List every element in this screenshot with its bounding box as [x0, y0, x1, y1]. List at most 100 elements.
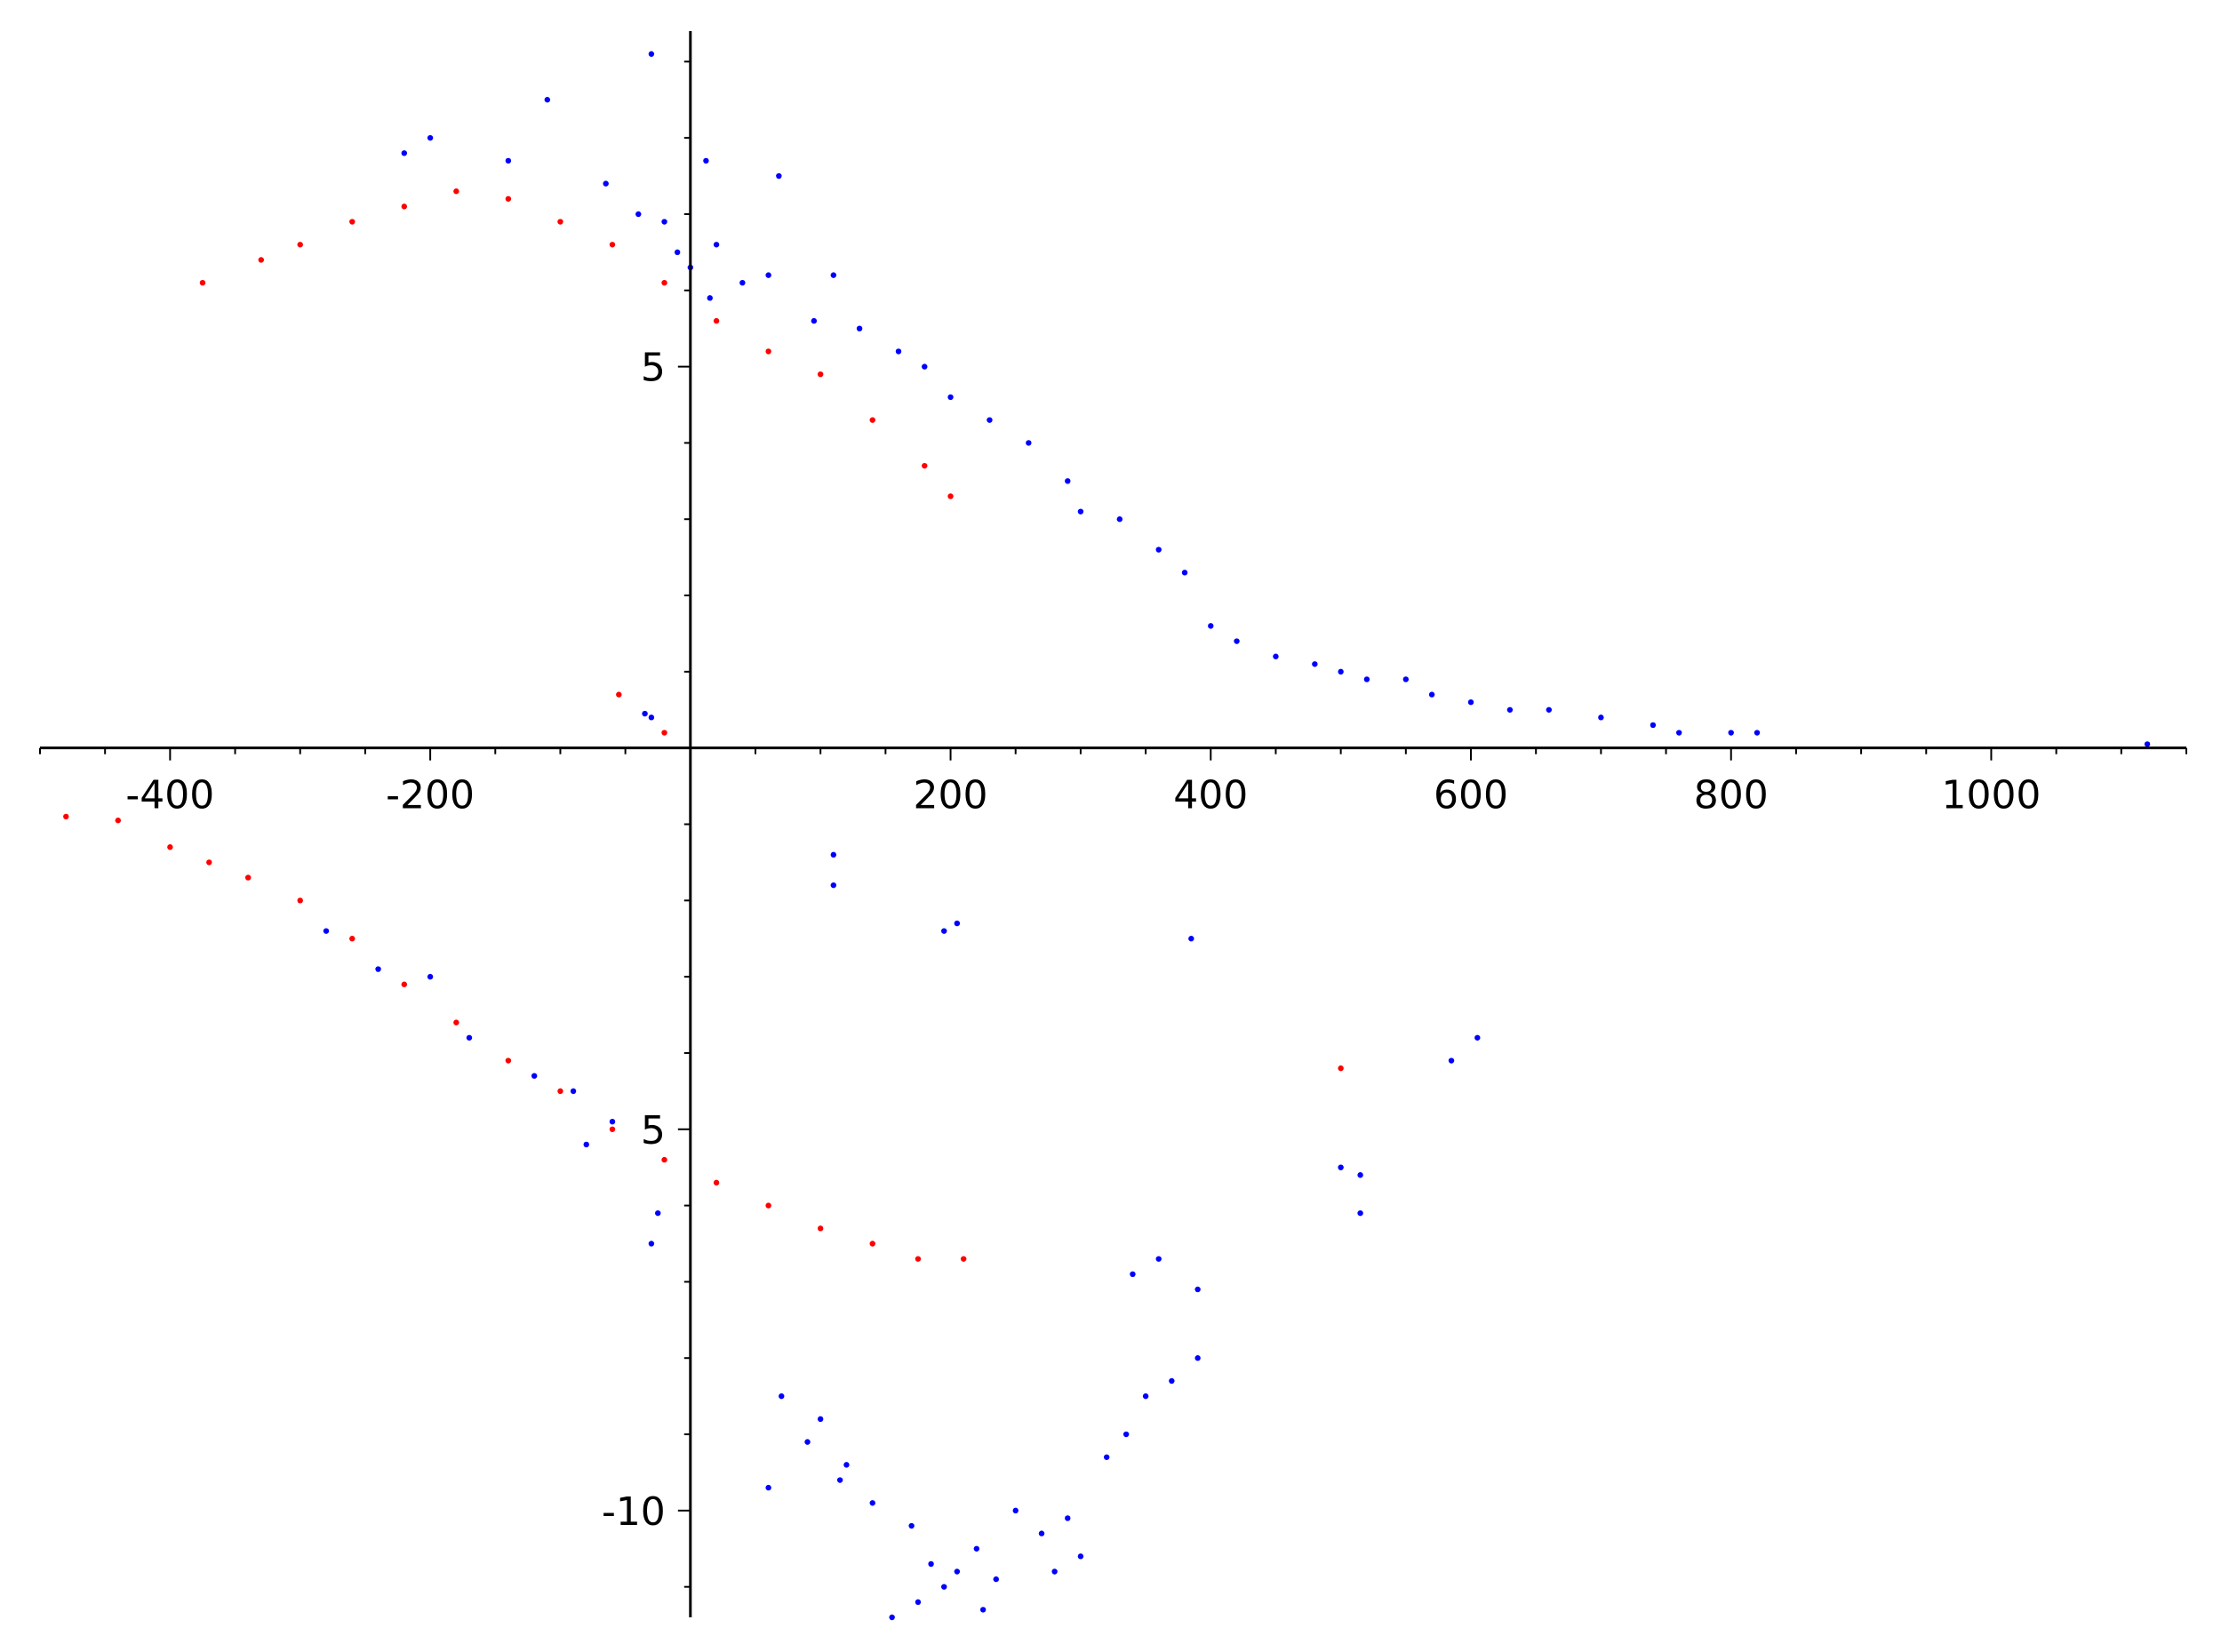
series-1-group: [63, 188, 1344, 1262]
x-tick-label: -200: [386, 773, 475, 818]
data-point: [830, 851, 837, 858]
data-point: [401, 204, 408, 210]
data-point: [603, 180, 609, 187]
data-point: [1116, 516, 1123, 523]
data-point: [895, 348, 902, 355]
data-point: [616, 691, 622, 698]
data-point: [635, 211, 642, 218]
data-point: [1208, 623, 1214, 629]
data-point: [817, 1225, 824, 1232]
data-point: [713, 317, 720, 324]
data-point: [915, 1599, 922, 1606]
data-point: [115, 818, 122, 824]
data-point: [1051, 1568, 1058, 1575]
data-point: [505, 196, 512, 202]
x-tick-label: 200: [914, 773, 988, 818]
data-point: [993, 1576, 999, 1583]
data-point: [928, 1560, 934, 1568]
data-point: [297, 898, 303, 904]
data-point: [843, 1462, 850, 1468]
data-point: [648, 714, 655, 721]
data-point: [922, 462, 928, 469]
data-point: [1312, 661, 1318, 667]
data-point: [1754, 730, 1761, 736]
data-point: [1026, 440, 1032, 446]
data-point: [63, 813, 69, 820]
data-point: [1448, 1057, 1455, 1064]
y-tick-label: 5: [641, 1108, 666, 1153]
data-point: [642, 710, 648, 717]
y-tick-label: -10: [602, 1489, 666, 1535]
data-point: [375, 966, 381, 972]
data-point: [244, 874, 252, 881]
data-point: [505, 157, 512, 164]
data-point: [258, 257, 265, 263]
data-point: [739, 279, 746, 286]
data-point: [206, 859, 212, 866]
data-point: [648, 1241, 655, 1247]
data-point: [1467, 698, 1474, 706]
data-point: [1012, 1507, 1019, 1514]
data-points-layer: [63, 51, 2151, 1621]
data-point: [869, 417, 875, 423]
data-point: [1194, 1355, 1201, 1361]
data-point: [1650, 722, 1657, 729]
data-point: [167, 844, 173, 850]
data-point: [973, 1545, 980, 1552]
data-point: [1188, 936, 1194, 942]
data-point: [199, 279, 206, 286]
data-point: [804, 1439, 811, 1445]
data-point: [1194, 1286, 1201, 1293]
data-point: [1338, 1164, 1344, 1170]
data-point: [1357, 1209, 1363, 1217]
data-point: [531, 1073, 538, 1079]
data-point: [987, 417, 993, 423]
data-point: [856, 325, 863, 331]
data-point: [583, 1141, 589, 1148]
ticks-layer: [39, 60, 2187, 1588]
data-point: [661, 279, 667, 286]
data-point: [776, 172, 782, 180]
axes-layer: [40, 31, 2186, 1617]
data-point: [1402, 676, 1410, 682]
data-point: [609, 1126, 616, 1132]
data-point: [661, 219, 667, 225]
data-point: [297, 242, 303, 248]
data-point: [674, 249, 681, 256]
data-point: [869, 1241, 875, 1247]
data-point: [427, 973, 434, 980]
data-point: [1474, 1034, 1481, 1041]
data-point: [960, 1256, 967, 1262]
data-point: [661, 730, 667, 736]
x-tick-label: 400: [1173, 773, 1248, 818]
data-point: [427, 134, 434, 141]
data-point: [1169, 1377, 1175, 1385]
data-point: [947, 493, 954, 499]
data-point: [915, 1256, 922, 1262]
data-point: [1338, 1065, 1344, 1072]
data-point: [979, 1607, 987, 1613]
data-point: [1130, 1271, 1136, 1278]
data-point: [323, 928, 330, 934]
data-point: [349, 936, 356, 942]
data-point: [1675, 730, 1682, 736]
data-point: [1428, 691, 1435, 698]
data-point: [609, 1118, 616, 1125]
data-point: [1546, 706, 1553, 713]
data-point: [401, 981, 408, 987]
data-point: [954, 920, 961, 927]
data-point: [544, 97, 551, 103]
data-point: [1728, 730, 1734, 736]
data-point: [1273, 653, 1279, 659]
data-point: [453, 188, 459, 195]
data-point: [817, 1416, 824, 1423]
data-point: [2144, 741, 2151, 747]
data-point: [889, 1614, 895, 1621]
data-point: [466, 1034, 473, 1041]
data-point: [1234, 638, 1240, 644]
data-point: [830, 272, 837, 278]
data-point: [1038, 1530, 1045, 1536]
data-point: [609, 242, 616, 248]
